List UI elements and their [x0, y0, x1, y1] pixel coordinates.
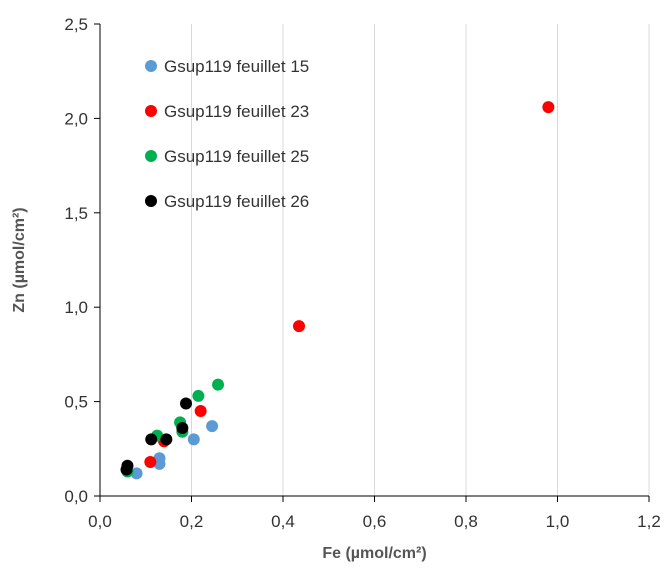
data-point-series-4 [145, 433, 158, 446]
data-point-series-1 [187, 433, 200, 446]
legend-marker [145, 60, 157, 72]
y-tick-label: 0,5 [64, 393, 88, 412]
y-tick-labels: 0,0 0,5 1,0 1,5 2,0 2,5 [64, 15, 88, 506]
legend-entry-label: Gsup119 feuillet 25 [164, 147, 309, 166]
x-tick-label: 0,8 [454, 512, 478, 531]
data-point-series-2 [293, 320, 306, 333]
data-points [120, 101, 555, 480]
data-point-series-4 [160, 433, 173, 446]
legend: Gsup119 feuillet 15 Gsup119 feuillet 23 Gs… [145, 57, 309, 211]
x-tick-label: 0,0 [88, 512, 112, 531]
data-point-series-4 [121, 459, 134, 472]
data-point-series-2 [542, 101, 555, 114]
legend-entry-label: Gsup119 feuillet 23 [164, 102, 309, 121]
y-tick-label: 1,5 [64, 204, 88, 223]
x-tick-label: 1,0 [546, 512, 570, 531]
legend-marker [145, 150, 157, 162]
data-point-series-4 [176, 422, 189, 435]
x-tick-label: 0,6 [363, 512, 387, 531]
data-point-series-1 [153, 452, 166, 465]
data-point-series-4 [180, 397, 193, 410]
grid-lines [191, 24, 650, 496]
axes [94, 23, 650, 502]
x-tick-label: 0,4 [271, 512, 295, 531]
data-point-series-3 [212, 378, 225, 391]
x-axis-title: Fe (µmol/cm²) [322, 545, 426, 562]
y-tick-label: 2,5 [64, 15, 88, 34]
x-tick-labels: 0,0 0,2 0,4 0,6 0,8 1,0 1,2 [88, 512, 661, 531]
legend-entry-label: Gsup119 feuillet 26 [164, 192, 309, 211]
legend-marker [145, 195, 157, 207]
data-point-series-1 [206, 420, 219, 433]
y-axis-title: Zn (µmol/cm²) [11, 207, 28, 312]
data-point-series-2 [144, 456, 157, 469]
legend-entry-label: Gsup119 feuillet 15 [164, 57, 309, 76]
data-point-series-2 [194, 405, 207, 418]
x-tick-label: 0,2 [180, 512, 204, 531]
legend-marker [145, 105, 157, 117]
y-tick-label: 2,0 [64, 109, 88, 128]
x-tick-label: 1,2 [637, 512, 661, 531]
data-point-series-3 [192, 389, 205, 402]
y-tick-label: 0,0 [64, 487, 88, 506]
y-tick-label: 1,0 [64, 298, 88, 317]
data-point-series-1 [130, 467, 143, 480]
